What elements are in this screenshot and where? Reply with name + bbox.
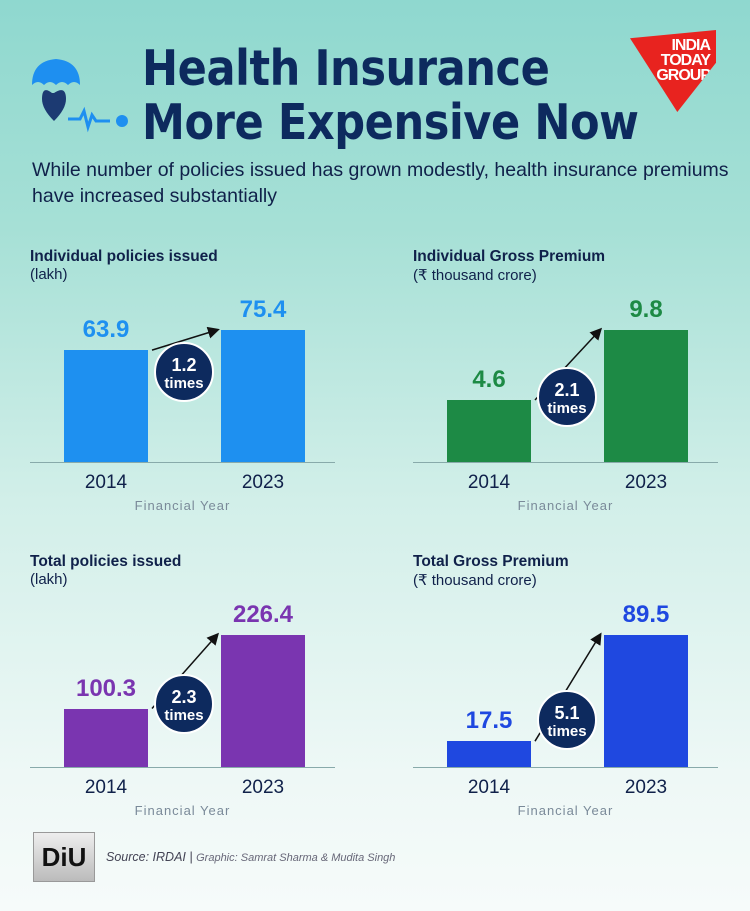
chart-individual-premium: Individual Gross Premium (₹ thousand cro… [413,248,718,518]
tick-label: 2023 [624,472,668,493]
chart-individual-policies: Individual policies issued (lakh) 63.9 2… [30,248,335,518]
diu-logo: DiU [33,832,95,882]
baseline [413,462,718,463]
data-label: 17.5 [465,707,513,735]
growth-label: times [547,723,587,741]
x-axis-label: Financial Year [134,803,231,818]
chart-total-premium: Total Gross Premium (₹ thousand crore) 1… [413,553,718,823]
growth-label: times [547,400,587,418]
growth-badge: 2.1 times [537,367,597,428]
growth-value: 2.3 [171,686,197,707]
chart-total-policies: Total policies issued (lakh) 100.3 2014 … [30,553,335,823]
chart-title: Total Gross Premium [413,553,569,570]
chart-unit: (lakh) [30,571,68,588]
tick-label: 2014 [467,777,511,798]
page-title: Health Insurance More Expensive Now [142,42,639,150]
tick-label: 2014 [467,472,511,493]
data-label: 9.8 [629,296,663,323]
source-text: Source: IRDAI [106,850,186,864]
data-label: 75.4 [239,296,287,323]
tick-label: 2014 [84,777,128,798]
chart-unit: (lakh) [30,266,68,283]
umbrella-heart-icon [32,59,128,133]
chart-unit: (₹ thousand crore) [413,572,537,589]
tick-label: 2023 [624,777,668,798]
bar-2014 [447,400,531,462]
growth-label: times [164,375,204,393]
x-axis-label: Financial Year [517,498,614,513]
baseline [413,767,718,768]
growth-value: 2.1 [554,380,580,401]
growth-badge: 2.3 times [154,673,214,734]
chart-title: Individual policies issued [30,248,218,265]
title-line-1: Health Insurance [142,40,550,97]
chart-title: Total policies issued [30,553,182,570]
logo-text: TODAY [660,52,711,69]
growth-value: 1.2 [171,355,197,376]
tick-label: 2014 [84,472,128,493]
chart-unit: (₹ thousand crore) [413,267,537,284]
growth-badge: 5.1 times [537,690,597,751]
source-note: Source: IRDAI | Graphic: Samrat Sharma &… [106,850,395,864]
subtitle: While number of policies issued has grow… [32,159,729,207]
logo-text: GROUP [656,67,711,84]
data-label: 100.3 [75,674,137,702]
baseline [30,767,335,768]
credit-text: Graphic: Samrat Sharma & Mudita Singh [196,852,396,864]
bar-2014 [64,350,148,462]
growth-label: times [164,706,204,724]
bar-2014 [64,708,148,767]
tick-label: 2023 [241,777,285,798]
data-label: 63.9 [82,316,130,344]
data-label: 89.5 [622,601,670,628]
chart-title: Individual Gross Premium [413,248,606,265]
growth-badge: 1.2 times [154,342,214,403]
x-axis-label: Financial Year [517,803,614,818]
bar-2023 [221,635,305,767]
bar-2023 [221,330,305,462]
growth-value: 5.1 [554,703,580,724]
separator: | [189,850,193,864]
data-label: 4.6 [472,366,506,394]
data-label: 226.4 [232,601,294,628]
growth-arrow-icon [151,326,220,351]
x-axis-label: Financial Year [134,498,231,513]
logo-text: INDIA [671,37,711,54]
india-today-group-logo: INDIA TODAY GROUP [630,30,716,112]
bar-2014 [447,741,531,767]
tick-label: 2023 [241,472,285,493]
growth-arrow-icon [534,632,602,742]
title-line-2: More Expensive Now [142,94,639,151]
bar-2023 [604,330,688,462]
baseline [30,462,335,463]
bar-2023 [604,635,688,767]
